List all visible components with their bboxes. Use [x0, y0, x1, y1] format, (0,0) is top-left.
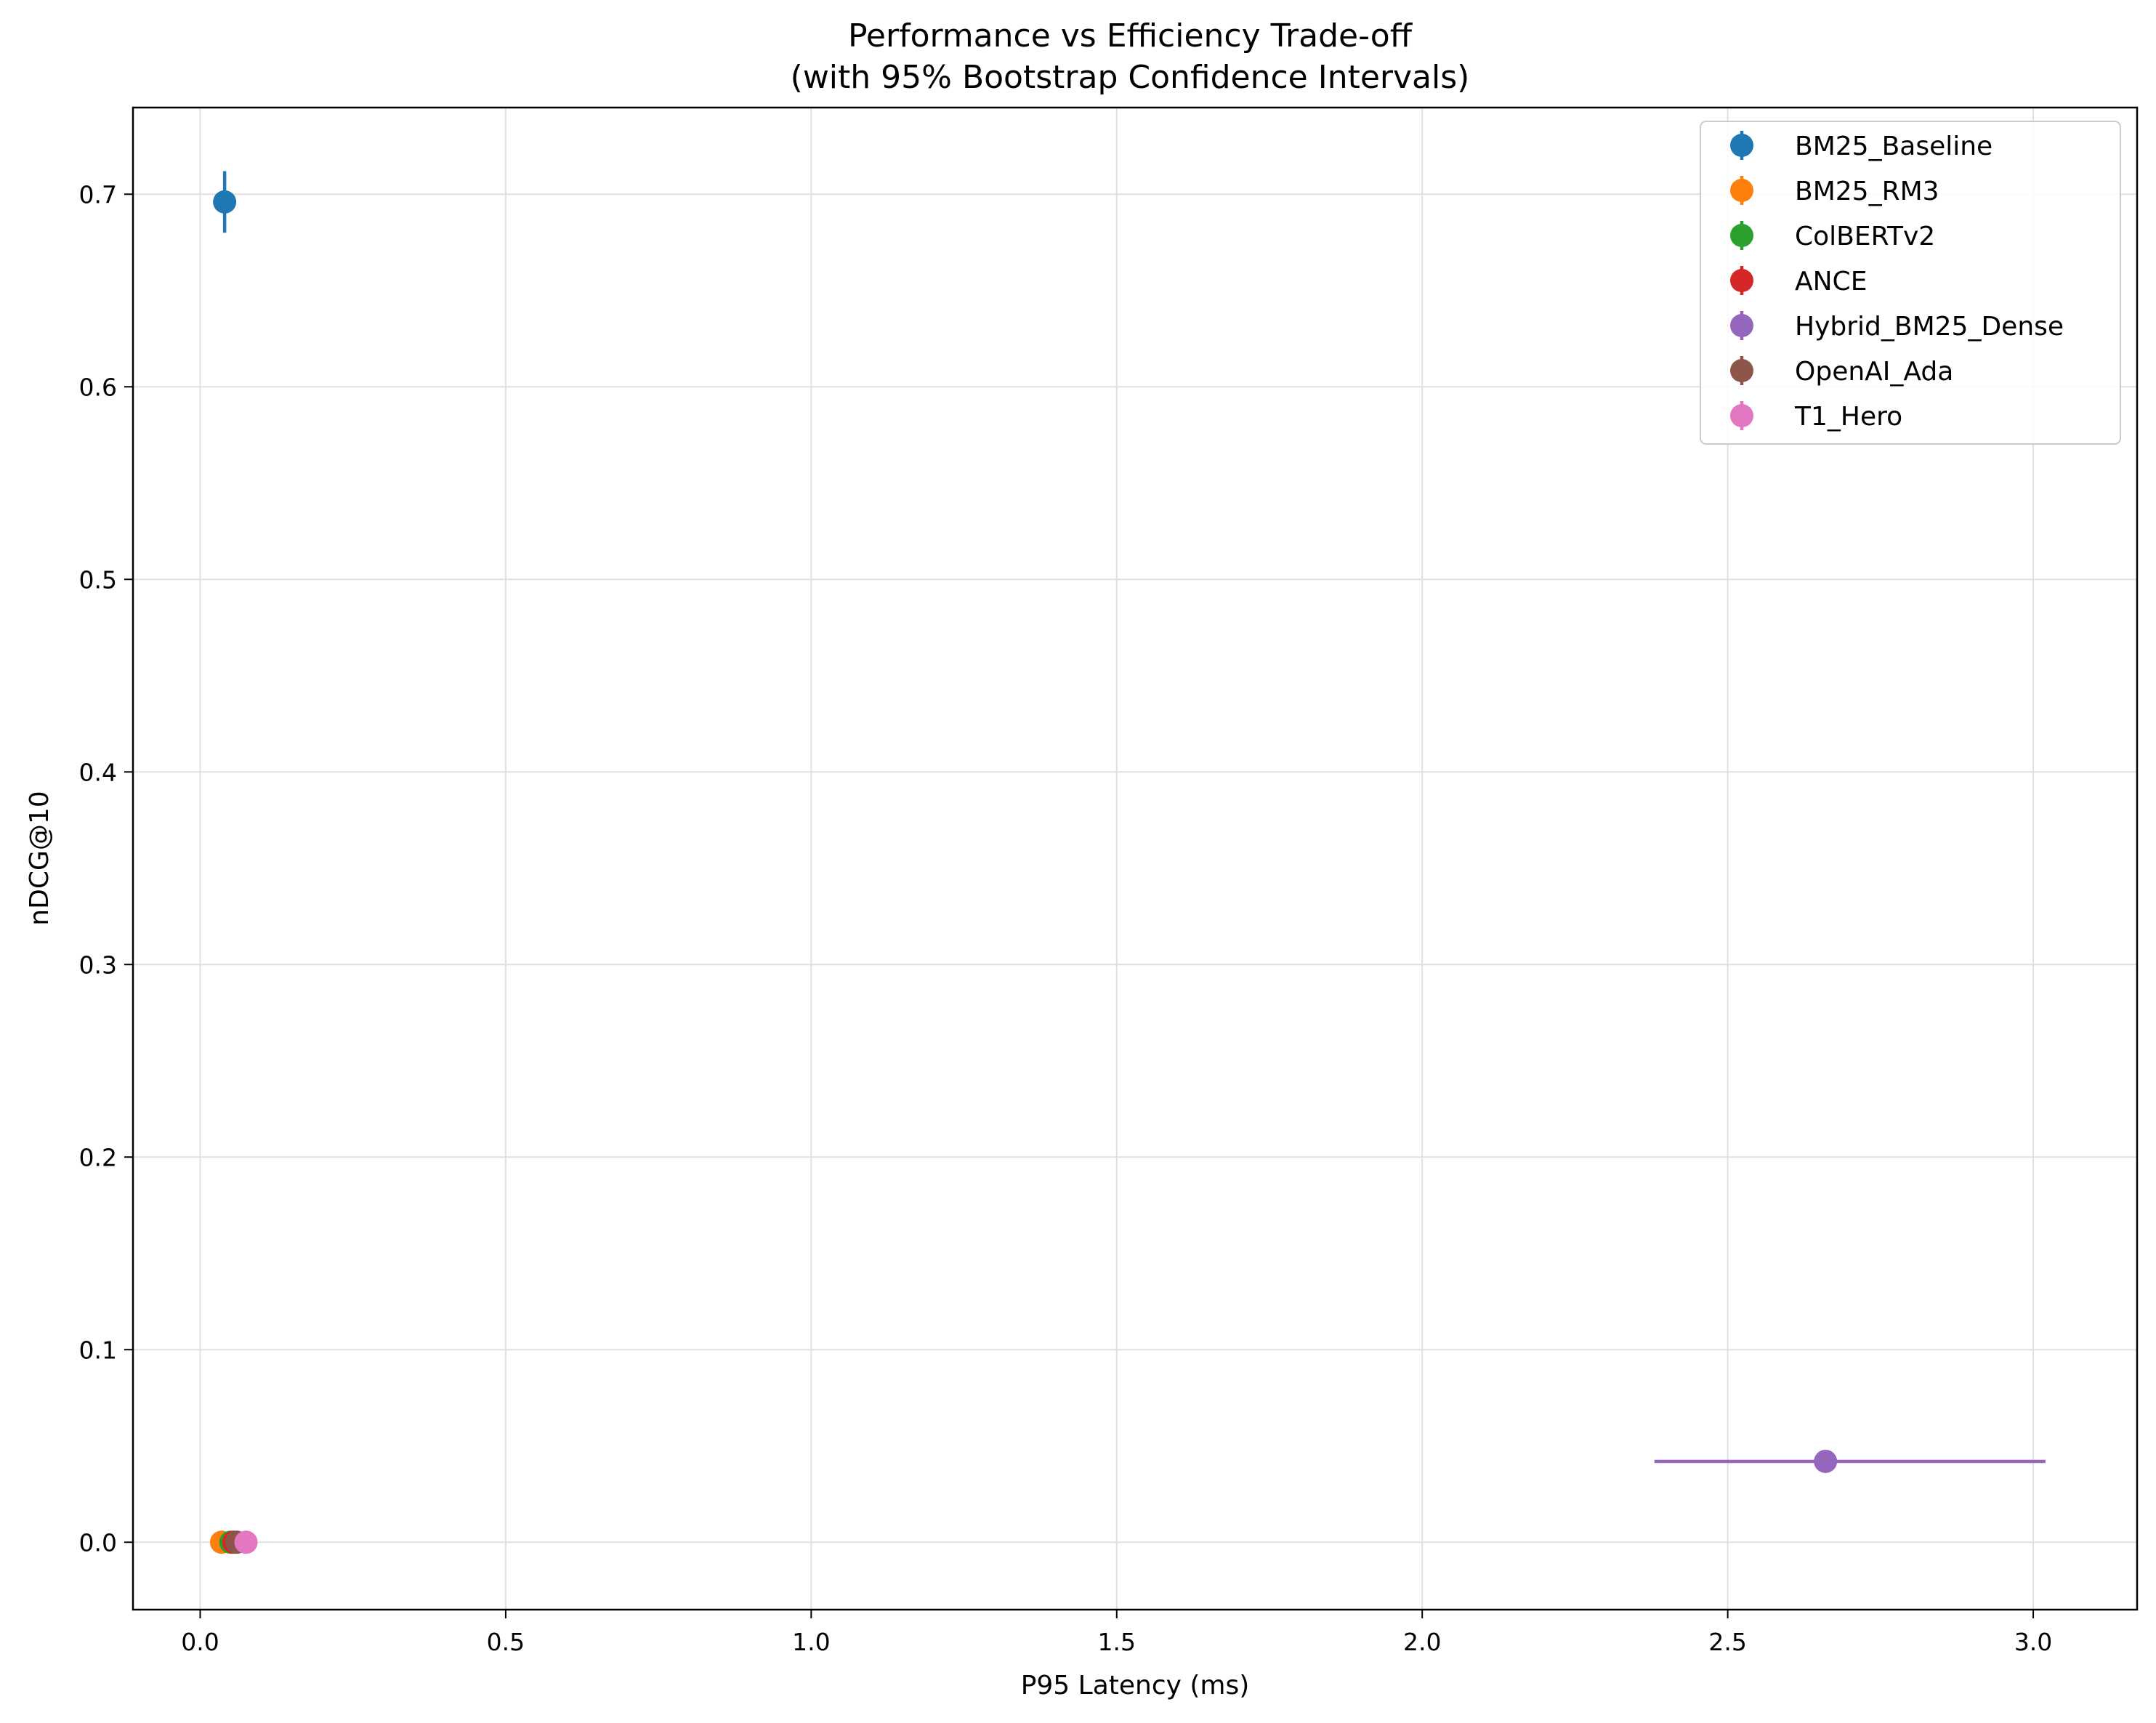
- x-tick-label: 1.5: [1098, 1628, 1136, 1656]
- legend-marker: [1730, 314, 1753, 337]
- legend-marker: [1730, 359, 1753, 382]
- y-axis-label: nDCG@10: [25, 791, 54, 925]
- y-tick-label: 0.7: [79, 180, 117, 209]
- legend-label: OpenAI_Ada: [1795, 357, 1953, 387]
- legend-label: BM25_RM3: [1795, 177, 1939, 206]
- data-point: [1814, 1449, 1838, 1473]
- legend-label: BM25_Baseline: [1795, 132, 1993, 161]
- y-tick-label: 0.6: [79, 373, 117, 401]
- legend-marker: [1730, 134, 1753, 157]
- chart-title: Performance vs Efficiency Trade-off: [848, 17, 1413, 55]
- data-points: [209, 190, 1838, 1554]
- data-point: [213, 190, 237, 214]
- legend-label: Hybrid_BM25_Dense: [1795, 312, 2064, 342]
- legend-label: ColBERTv2: [1795, 222, 1935, 251]
- x-tick-label: 1.0: [792, 1628, 830, 1656]
- x-tick-label: 0.0: [181, 1628, 219, 1656]
- legend-marker: [1730, 179, 1753, 202]
- x-tick-label: 3.0: [2014, 1628, 2052, 1656]
- y-tick-label: 0.5: [79, 565, 117, 594]
- y-tick-label: 0.2: [79, 1143, 117, 1171]
- x-tick-label: 0.5: [487, 1628, 525, 1656]
- x-axis-label: P95 Latency (ms): [1021, 1671, 1250, 1700]
- plot-area-frame: [132, 106, 2139, 1611]
- legend-marker: [1730, 224, 1753, 247]
- y-tick-label: 0.3: [79, 951, 117, 979]
- axis-ticks: 0.0 0.5 1.0 1.5 2.0 2.5 3.0 0.0 0.1 0.2 0.3 0.4 0.5 0…: [79, 180, 2053, 1656]
- legend-label: ANCE: [1795, 267, 1867, 296]
- y-tick-label: 0.4: [79, 758, 117, 786]
- legend-label: T1_Hero: [1794, 402, 1902, 432]
- legend: BM25_Baseline BM25_RM3 ColBERTv2 ANCE Hybrid…: [1700, 121, 2121, 445]
- legend-marker: [1730, 404, 1753, 427]
- legend-box: [1700, 121, 2121, 445]
- x-tick-label: 2.0: [1403, 1628, 1441, 1656]
- grid: [133, 108, 2137, 1610]
- x-tick-label: 2.5: [1708, 1628, 1746, 1656]
- legend-marker: [1730, 269, 1753, 292]
- y-tick-label: 0.0: [79, 1528, 117, 1557]
- data-point: [234, 1530, 258, 1554]
- y-tick-label: 0.1: [79, 1336, 117, 1364]
- chart-subtitle: (with 95% Bootstrap Confidence Intervals…: [791, 59, 1470, 96]
